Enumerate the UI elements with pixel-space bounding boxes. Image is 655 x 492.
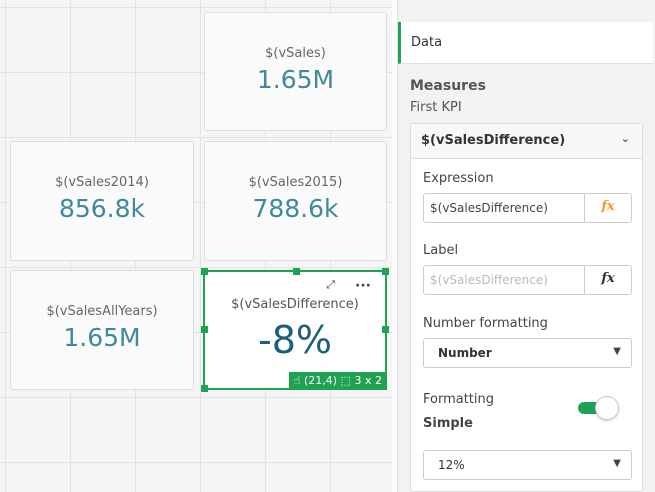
fx-icon[interactable]: fx <box>584 194 631 222</box>
measure-header[interactable]: $(vSalesDifference) ⌄ <box>411 124 642 159</box>
selected-value: 12% <box>438 458 465 472</box>
properties-panel: Data Measures First KPI $(vSalesDifferen… <box>397 0 655 492</box>
format-pattern-select[interactable]: 12% ▼ <box>423 450 632 480</box>
kpi-card-sales-all-years[interactable]: $(vSalesAllYears) 1.65M <box>10 270 194 390</box>
resize-handle[interactable] <box>382 326 389 333</box>
kpi-card-sales2015[interactable]: $(vSales2015) 788.6k <box>204 141 387 261</box>
position-size-badge: ☝ (21,4) ⬚ 3 x 2 <box>288 372 387 390</box>
resize-handle[interactable] <box>201 326 208 333</box>
section-title: Measures <box>410 78 486 94</box>
kpi-card-sales-difference-selected[interactable]: ⤢ ··· $(vSalesDifference) -8% ☝ (21,4) ⬚… <box>201 268 389 392</box>
resize-handle[interactable] <box>382 268 389 275</box>
move-icon: ☝ <box>293 374 301 387</box>
label-label: Label <box>423 243 459 258</box>
kpi-title: $(vSales2014) <box>55 175 149 190</box>
kpi-value: 856.8k <box>58 194 146 223</box>
kpi-card-sales2014[interactable]: $(vSales2014) 856.8k <box>10 141 194 261</box>
number-formatting-select[interactable]: Number ▼ <box>423 338 632 368</box>
measure-title: $(vSalesDifference) <box>421 133 566 148</box>
more-options-icon[interactable]: ··· <box>355 278 371 294</box>
grid-position: (21,4) <box>304 374 338 387</box>
expression-input[interactable]: $(vSalesDifference) <box>430 201 548 215</box>
selected-value: Number <box>438 346 492 360</box>
kpi-title: $(vSalesAllYears) <box>46 304 158 319</box>
label-input[interactable]: $(vSalesDifference) <box>430 273 548 287</box>
kpi-value: 1.65M <box>63 323 141 352</box>
kpi-title: $(vSales) <box>265 46 326 61</box>
formatting-label: Formatting <box>423 392 495 407</box>
formatting-toggle[interactable] <box>578 396 619 420</box>
expression-label: Expression <box>423 171 494 186</box>
fx-icon[interactable]: fx <box>584 266 631 294</box>
expression-field[interactable]: $(vSalesDifference) fx <box>423 193 632 223</box>
size-icon: ⬚ <box>340 374 351 387</box>
label-field[interactable]: $(vSalesDifference) fx <box>423 265 632 295</box>
resize-handle[interactable] <box>201 385 208 392</box>
kpi-title: $(vSalesDifference) <box>231 297 359 312</box>
kpi-title: $(vSales2015) <box>248 175 343 190</box>
resize-handle[interactable] <box>201 268 208 275</box>
resize-handle[interactable] <box>293 268 300 275</box>
sheet-canvas: $(vSales) 1.65M $(vSales2014) 856.8k $(v… <box>0 0 392 492</box>
grid-size: 3 x 2 <box>354 374 383 387</box>
caret-down-icon: ▼ <box>613 346 621 357</box>
kpi-card-sales[interactable]: $(vSales) 1.65M <box>204 12 387 131</box>
caret-down-icon: ▼ <box>613 458 621 469</box>
measure-panel: $(vSalesDifference) ⌄ Expression $(vSales… <box>410 123 643 492</box>
number-formatting-label: Number formatting <box>423 316 548 331</box>
kpi-value: 788.6k <box>252 194 339 223</box>
subsection-title: First KPI <box>410 100 462 115</box>
kpi-value: -8% <box>258 318 332 362</box>
kpi-value: 1.65M <box>256 65 335 94</box>
formatting-mode: Simple <box>423 416 473 431</box>
chevron-down-icon: ⌄ <box>620 132 630 145</box>
tab-data[interactable]: Data <box>398 22 653 64</box>
expand-icon[interactable]: ⤢ <box>326 278 335 291</box>
